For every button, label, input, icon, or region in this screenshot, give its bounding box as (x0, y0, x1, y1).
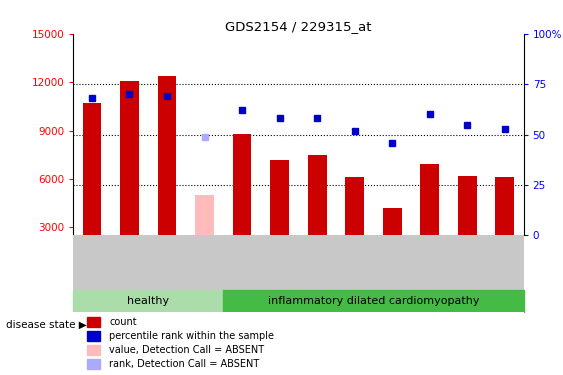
Text: count: count (109, 317, 137, 327)
Bar (87, 359, 100, 369)
Bar (270, 160, 289, 236)
Bar (458, 176, 477, 236)
Bar (345, 177, 364, 236)
Bar (495, 177, 514, 236)
Bar (87, 345, 100, 355)
Bar (83, 103, 101, 236)
Bar (120, 81, 139, 236)
Bar (195, 195, 214, 236)
Bar (87, 331, 100, 341)
Bar (233, 134, 252, 236)
Bar (383, 208, 401, 236)
Text: value, Detection Call = ABSENT: value, Detection Call = ABSENT (109, 345, 265, 355)
Bar (308, 155, 327, 236)
Bar (421, 165, 439, 236)
Bar (224, 291, 524, 312)
Bar (73, 291, 224, 312)
Text: disease state ▶: disease state ▶ (6, 320, 86, 329)
Text: healthy: healthy (127, 297, 169, 306)
Bar (87, 317, 100, 327)
Text: inflammatory dilated cardiomyopathy: inflammatory dilated cardiomyopathy (268, 297, 479, 306)
Text: rank, Detection Call = ABSENT: rank, Detection Call = ABSENT (109, 358, 260, 369)
Title: GDS2154 / 229315_at: GDS2154 / 229315_at (225, 20, 372, 33)
Text: percentile rank within the sample: percentile rank within the sample (109, 331, 274, 341)
Bar (158, 76, 176, 236)
